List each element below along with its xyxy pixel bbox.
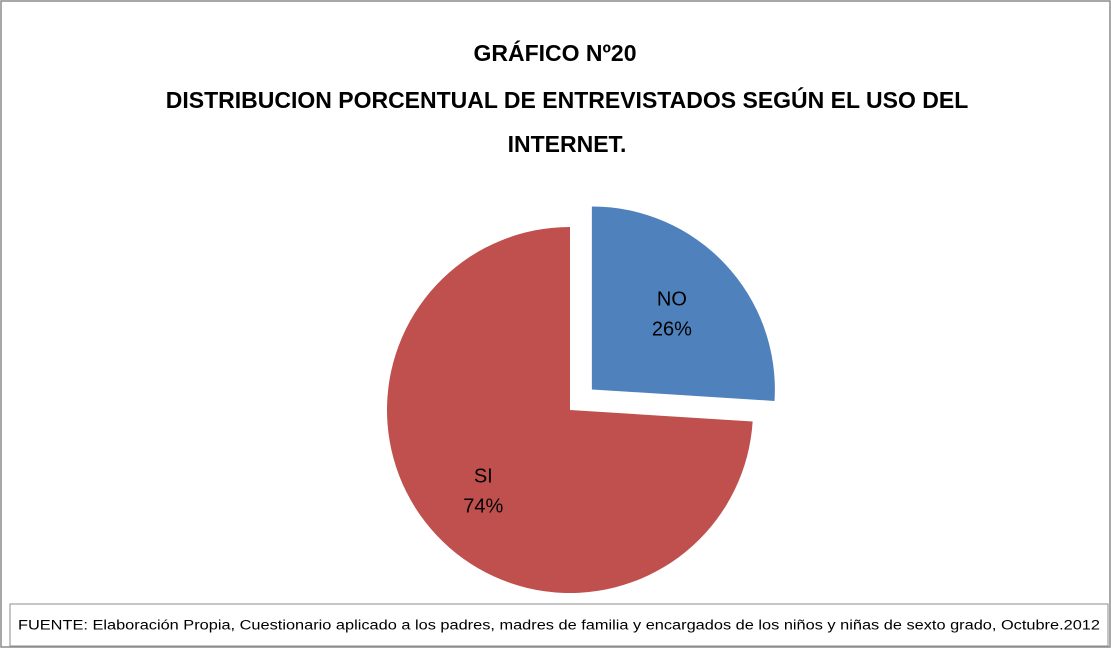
chart-title: INTERNET. — [508, 131, 627, 157]
pie-slice — [387, 227, 753, 593]
chart-title: DISTRIBUCION PORCENTUAL DE ENTREVISTADOS… — [166, 86, 969, 113]
slice-label: SI — [474, 466, 493, 488]
slice-label: NO — [657, 289, 687, 311]
source-note: FUENTE: Elaboración Propia, Cuestionario… — [18, 618, 1100, 633]
pie-slice — [591, 206, 775, 401]
slice-value-label: 26% — [652, 319, 692, 341]
source-box — [9, 603, 1109, 647]
chart-title: GRÁFICO Nº20 — [473, 39, 636, 66]
slice-value-label: 74% — [463, 496, 503, 518]
